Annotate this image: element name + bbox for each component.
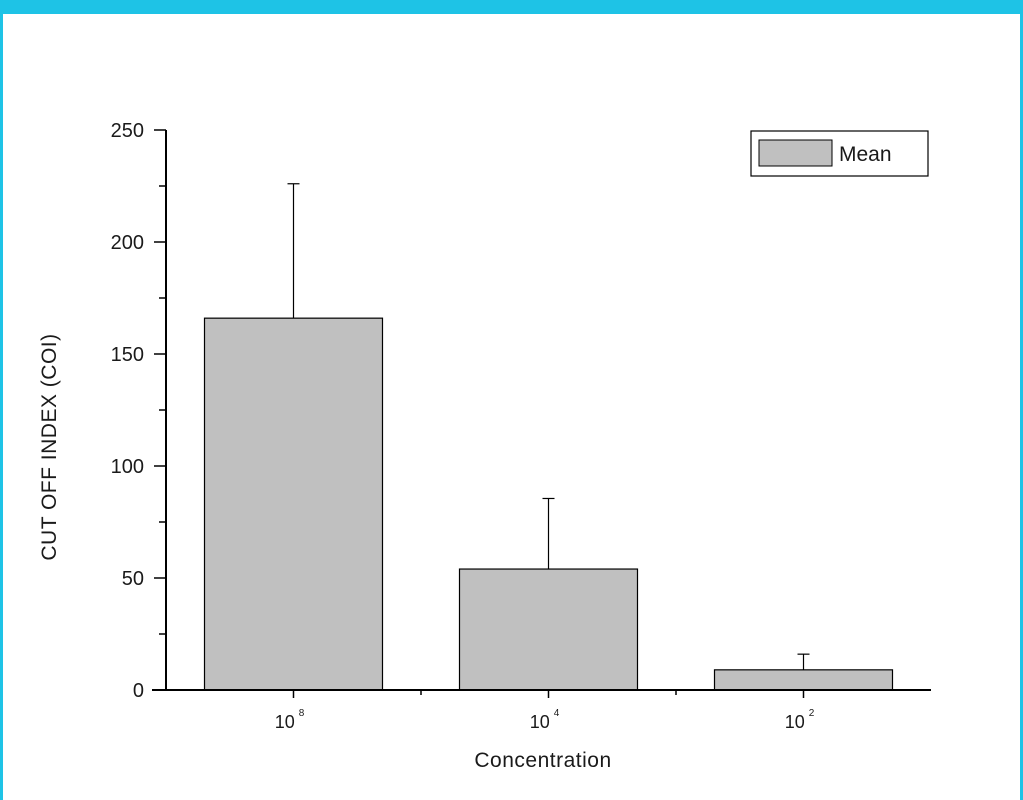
- bar: [458, 568, 639, 691]
- y-tick-label: 250: [111, 120, 144, 142]
- y-tick-label: 150: [111, 344, 144, 366]
- x-axis-title: Concentration: [474, 749, 611, 772]
- x-tick-label: 10 2: [785, 708, 815, 732]
- legend-label: Mean: [839, 143, 892, 166]
- x-tick-label-exponent: 2: [809, 708, 815, 719]
- x-tick-label-base: 10: [785, 712, 805, 732]
- y-tick-label: 200: [111, 232, 144, 254]
- legend-swatch: [758, 139, 833, 167]
- x-tick-label-exponent: 8: [299, 708, 305, 719]
- x-tick-label: 10 8: [275, 708, 305, 732]
- x-tick-label: 10 4: [530, 708, 560, 732]
- bars-layer: [203, 317, 894, 691]
- y-tick-label: 0: [133, 680, 144, 702]
- y-tick-label: 100: [111, 456, 144, 478]
- bar: [713, 669, 894, 691]
- x-tick-label-base: 10: [530, 712, 550, 732]
- x-tick-label-base: 10: [275, 712, 295, 732]
- y-axis-title: CUT OFF INDEX (COI): [38, 333, 61, 560]
- y-tick-label: 50: [122, 568, 144, 590]
- x-tick-label-exponent: 4: [554, 708, 560, 719]
- legend: Mean: [750, 130, 929, 177]
- error-bars-layer: [287, 183, 810, 670]
- ticks-layer: 10 8 10 4 10 2 0 50 100 150 200 250: [111, 120, 815, 732]
- bar: [203, 317, 384, 691]
- top-accent-bar: [0, 0, 1023, 14]
